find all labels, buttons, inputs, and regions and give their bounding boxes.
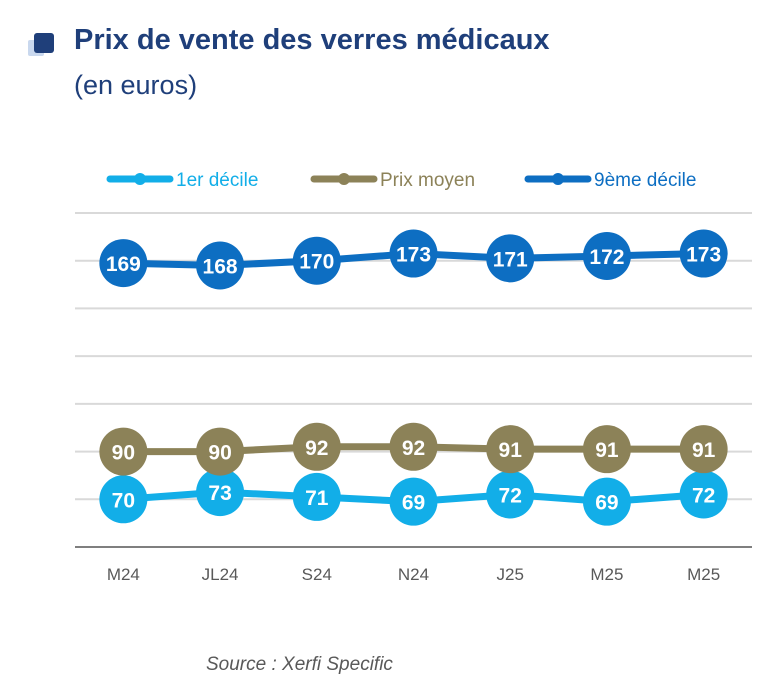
x-tick-label: M24 <box>107 565 140 584</box>
data-label: 70 <box>112 489 135 512</box>
data-point <box>582 425 631 474</box>
data-label: 72 <box>692 485 715 508</box>
legend-label: 1er décile <box>176 170 258 191</box>
data-point <box>582 231 631 280</box>
data-point <box>196 468 245 517</box>
data-label: 73 <box>208 482 231 505</box>
data-point <box>389 229 438 278</box>
chart-subtitle: (en euros) <box>74 70 198 100</box>
data-point <box>292 236 341 285</box>
data-label: 92 <box>402 437 425 460</box>
data-point <box>292 472 341 521</box>
data-point <box>679 425 728 474</box>
x-tick-label: J25 <box>497 565 524 584</box>
chart-title: Prix de vente des verres médicaux <box>74 24 550 56</box>
data-label: 69 <box>595 492 618 515</box>
legend-label: 9ème décile <box>594 170 696 191</box>
data-label: 170 <box>299 251 334 274</box>
x-tick-label: JL24 <box>202 565 239 584</box>
data-label: 90 <box>208 442 231 465</box>
data-label: 173 <box>396 244 431 267</box>
data-label: 72 <box>499 485 522 508</box>
legend-marker <box>338 173 350 185</box>
data-point <box>582 477 631 526</box>
source-note: Source : Xerfi Specific <box>206 654 393 675</box>
x-tick-label: M25 <box>687 565 720 584</box>
data-point <box>486 234 535 283</box>
data-point <box>389 477 438 526</box>
data-point <box>196 427 245 476</box>
data-label: 91 <box>499 439 523 462</box>
data-label: 173 <box>686 244 721 267</box>
legend-marker <box>552 173 564 185</box>
legend-marker <box>134 173 146 185</box>
data-label: 71 <box>305 487 329 510</box>
data-label: 92 <box>305 437 328 460</box>
legend-label: Prix moyen <box>380 170 475 191</box>
data-label: 69 <box>402 492 425 515</box>
title-marker-icon <box>28 30 56 60</box>
data-label: 168 <box>203 255 238 278</box>
data-point <box>679 470 728 519</box>
data-point <box>292 422 341 471</box>
data-label: 169 <box>106 253 141 276</box>
data-label: 90 <box>112 442 135 465</box>
data-point <box>196 241 245 290</box>
data-label: 171 <box>493 248 528 271</box>
data-label: 91 <box>595 439 619 462</box>
data-point <box>389 422 438 471</box>
data-point <box>99 427 148 476</box>
x-tick-label: S24 <box>302 565 332 584</box>
data-point <box>486 470 535 519</box>
x-tick-label: N24 <box>398 565 429 584</box>
data-point <box>99 475 148 524</box>
data-point <box>486 425 535 474</box>
data-label: 91 <box>692 439 716 462</box>
x-tick-label: M25 <box>590 565 623 584</box>
data-label: 172 <box>589 246 624 269</box>
data-point <box>99 239 148 288</box>
data-point <box>679 229 728 278</box>
